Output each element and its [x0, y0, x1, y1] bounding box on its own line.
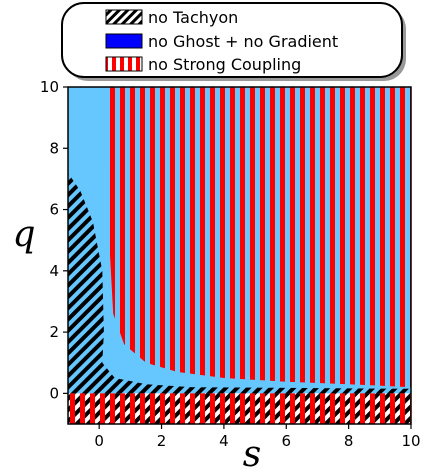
no-tachyon-region: [68, 172, 411, 394]
x-axis-label: s: [243, 434, 261, 474]
y-tick-label: 4: [49, 262, 59, 280]
x-axis-ticks: 0 2 4 6 8 10: [94, 424, 421, 450]
legend-swatch-ghost: [105, 33, 143, 49]
plot-frame: [67, 86, 412, 425]
y-tick-label: 6: [49, 201, 59, 219]
y-tick-label: 10: [40, 78, 59, 96]
legend-swatch-tachyon: [105, 9, 143, 25]
x-tick-label: 6: [281, 432, 291, 450]
legend-swatch-strong-coupling: [105, 56, 143, 72]
x-tick-label: 0: [94, 432, 104, 450]
x-tick-label: 8: [344, 432, 354, 450]
plot-area: [68, 87, 411, 424]
y-axis-label: q: [12, 214, 35, 255]
legend: no Tachyon no Ghost + no Gradient no Str…: [61, 2, 406, 81]
y-tick-label: 0: [49, 384, 59, 402]
y-axis-ticks: 0 2 4 6 8 10: [40, 78, 68, 402]
x-tick-label: 10: [401, 432, 420, 450]
no-strong-coupling-band: [68, 393, 411, 424]
y-tick-label: 2: [49, 323, 59, 341]
y-tick-label: 8: [49, 139, 59, 157]
legend-label-tachyon: no Tachyon: [148, 8, 238, 27]
no-strong-coupling-region: [108, 87, 411, 388]
legend-label-strong-coupling: no Strong Coupling: [148, 55, 301, 74]
legend-label-ghost: no Ghost + no Gradient: [148, 32, 338, 51]
x-tick-label: 4: [219, 432, 229, 450]
x-tick-label: 2: [157, 432, 167, 450]
